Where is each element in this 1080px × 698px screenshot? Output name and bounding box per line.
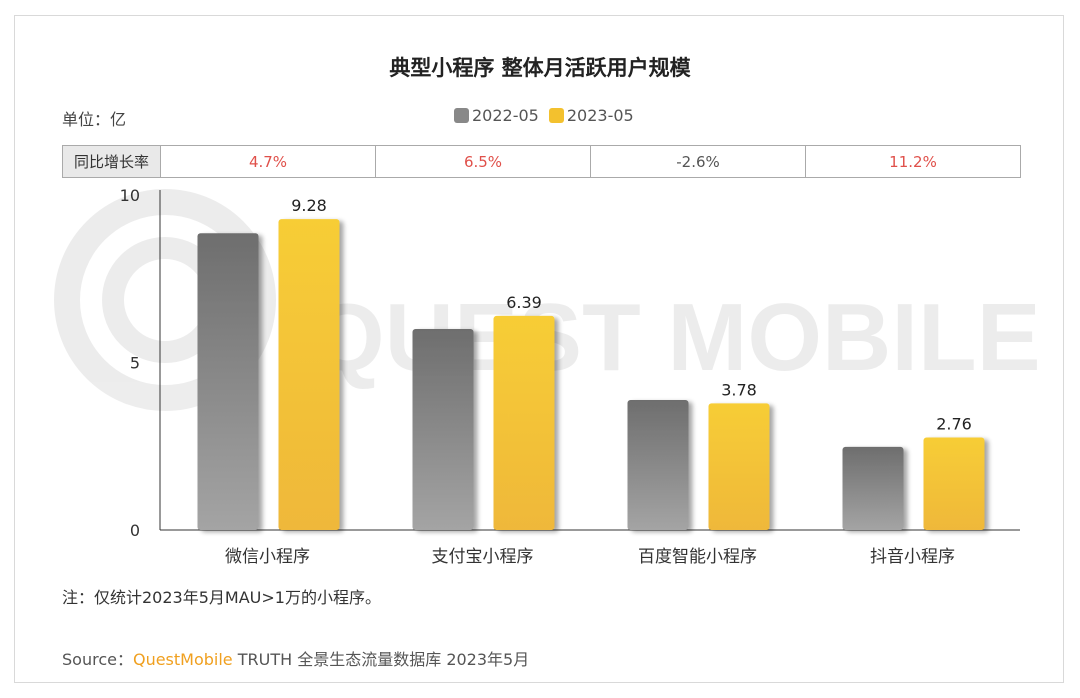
bar-2023-05-0	[278, 219, 340, 530]
bar-2022-05-1	[412, 329, 474, 530]
bar-2023-05-2	[708, 403, 770, 530]
legend-item-2023: 2023-05	[548, 106, 634, 125]
bar-2023-05-1	[493, 315, 555, 530]
footnote: 注：仅统计2023年5月MAU>1万的小程序。	[62, 588, 381, 607]
y-tick-label: 0	[130, 521, 140, 540]
legend-label-2022: 2022-05	[472, 106, 539, 125]
source-rest: TRUTH 全景生态流量数据库 2023年5月	[237, 650, 530, 669]
bar-value-label: 6.39	[506, 293, 542, 312]
x-category-label: 百度智能小程序	[638, 547, 757, 567]
bar-value-label: 2.76	[936, 415, 972, 434]
y-tick-label: 5	[130, 354, 140, 373]
bar-2022-05-2	[627, 400, 689, 530]
x-category-label: 微信小程序	[225, 547, 310, 567]
watermark-ring-icon	[54, 189, 276, 411]
source-line: Source：QuestMobile TRUTH 全景生态流量数据库 2023年…	[62, 646, 529, 670]
yoy-cell: 6.5%	[376, 146, 591, 177]
bar-2022-05-3	[842, 446, 904, 530]
bar-2022-05-0	[197, 233, 259, 530]
x-category-label: 支付宝小程序	[432, 547, 534, 567]
y-tick-label: 10	[120, 186, 140, 205]
chart-title: 典型小程序 整体月活跃用户规模	[389, 56, 691, 80]
legend-swatch-2022	[454, 108, 469, 123]
yoy-cell: 11.2%	[889, 152, 937, 171]
legend-item-2022: 2022-05	[454, 106, 539, 125]
bar-2023-05-3	[923, 437, 985, 530]
yoy-table: 同比增长率 4.7% 6.5% -2.6% 11.2%	[62, 145, 1021, 178]
yoy-cell: -2.6%	[591, 146, 806, 177]
x-category-label: 抖音小程序	[870, 547, 955, 567]
legend-swatch-2023	[548, 108, 564, 123]
bar-value-label: 9.28	[291, 196, 327, 215]
legend: 2022-05 2023-05	[454, 106, 644, 125]
unit-label: 单位：亿	[62, 110, 127, 129]
source-brand: QuestMobile	[132, 650, 233, 669]
yoy-cell: 4.7%	[161, 146, 376, 177]
legend-label-2023: 2023-05	[566, 106, 634, 125]
yoy-header: 同比增长率	[63, 146, 161, 177]
source-prefix: Source：	[62, 650, 133, 669]
bar-value-label: 3.78	[721, 380, 757, 399]
